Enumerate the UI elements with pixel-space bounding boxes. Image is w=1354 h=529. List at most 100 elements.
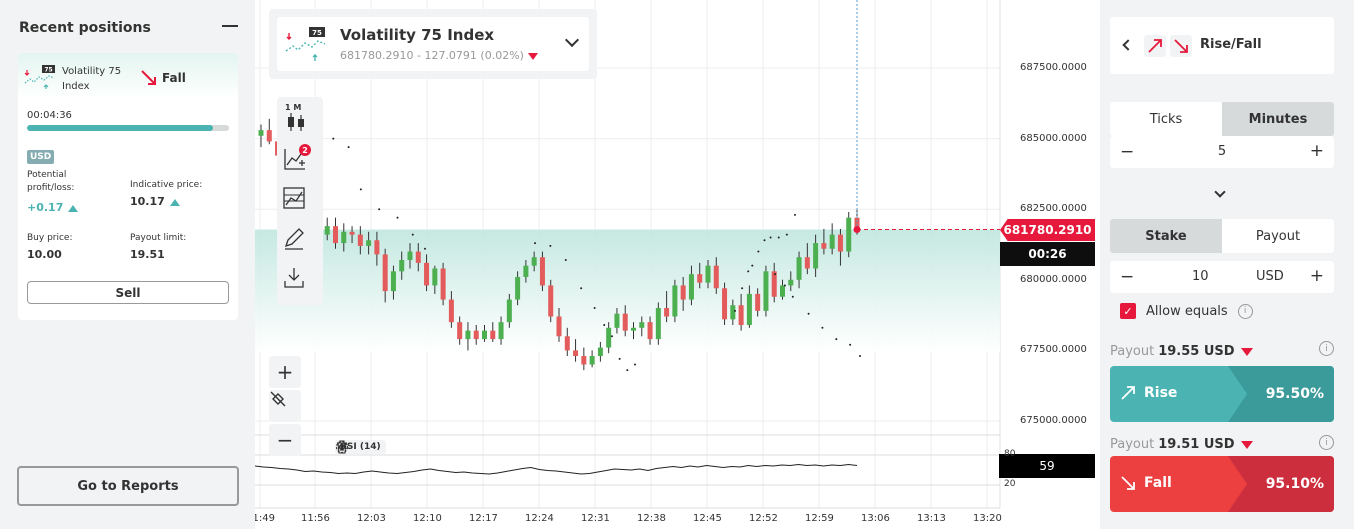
reset-zoom-button[interactable]	[269, 390, 301, 422]
chevron-down-icon[interactable]	[564, 32, 580, 48]
stake-minus-button[interactable]: −	[1120, 267, 1135, 287]
potential-value-text: +0.17	[27, 201, 64, 214]
allow-equals-label: Allow equals	[1146, 303, 1228, 319]
reset-zoom-icon	[270, 391, 286, 407]
rise-button-label: Rise	[1120, 385, 1177, 401]
duration-stepper[interactable]: − 5 +	[1110, 136, 1334, 168]
chevron-down-icon[interactable]	[1214, 186, 1226, 198]
candle	[589, 356, 595, 365]
candle	[473, 330, 479, 340]
rsi-line	[255, 463, 858, 475]
candle	[523, 265, 529, 277]
up-triangle-icon	[68, 204, 79, 212]
psar-dot	[593, 307, 596, 310]
candle	[597, 347, 603, 357]
contract-type-box[interactable]: Rise/Fall	[1102, 8, 1342, 88]
psar-dot	[411, 233, 414, 236]
trash-icon[interactable]	[335, 440, 349, 454]
indicators-icon: 2	[284, 144, 311, 170]
tab-payout[interactable]: Payout	[1255, 228, 1301, 244]
stake-plus-button[interactable]: +	[1309, 266, 1324, 286]
info-icon[interactable]: i	[1319, 435, 1334, 450]
candle	[465, 330, 471, 340]
price-axis-label: 685000.0000	[1020, 132, 1087, 144]
psar-dot	[603, 323, 606, 326]
psar-dot	[807, 312, 810, 315]
zoom-in-button[interactable]: +	[269, 356, 301, 388]
fall-label: Fall	[1144, 475, 1172, 491]
candle	[614, 313, 620, 328]
candle	[432, 268, 438, 286]
symbol-icon: 75	[285, 27, 326, 61]
rsi-level-label: 20	[1004, 479, 1016, 489]
chart-templates-button[interactable]	[281, 185, 319, 223]
symbol-icon: 75	[24, 65, 55, 89]
potential-label: Potential profit/loss:	[27, 170, 75, 193]
stake-box: Stake Payout − 10 USD + ✓ Allow equals i	[1102, 213, 1342, 333]
position-card[interactable]: 75 Volatility 75 Index Fall 00:04:36 USD…	[18, 53, 238, 320]
price-axis-label: 680000.0000	[1020, 273, 1087, 285]
tab-stake[interactable]: Stake	[1110, 219, 1222, 253]
tab-minutes[interactable]: Minutes	[1222, 102, 1334, 136]
fall-button-label: Fall	[1120, 475, 1172, 491]
potential-value: +0.17	[27, 201, 79, 214]
stake-stepper[interactable]: − 10 USD +	[1110, 261, 1334, 293]
down-triangle-icon	[1240, 347, 1253, 356]
interval-label: 1 M	[285, 103, 301, 112]
go-to-reports-button[interactable]: Go to Reports	[17, 466, 239, 506]
duration-box: Ticks Minutes − 5 +	[1102, 92, 1342, 213]
chart-area[interactable]: 75 Volatility 75 Index 681780.2910 - 127…	[255, 0, 1100, 529]
duration-minus-button[interactable]: −	[1120, 142, 1135, 162]
candle	[415, 251, 421, 263]
time-axis-label: 13:06	[861, 513, 890, 524]
contract-type-selector[interactable]: Rise/Fall	[1110, 17, 1334, 74]
rsi-indicator-label: RSI (14)	[335, 440, 386, 454]
psar-dot	[777, 236, 780, 239]
chevron-left-icon[interactable]	[1122, 39, 1134, 51]
candle	[622, 313, 628, 331]
download-button[interactable]	[281, 265, 319, 303]
candle	[680, 285, 686, 300]
candle	[573, 350, 579, 357]
candles-icon: 1 M	[285, 103, 304, 131]
zoom-out-button[interactable]: −	[269, 424, 301, 456]
symbol-selector[interactable]: 75 Volatility 75 Index 681780.2910 - 127…	[269, 9, 597, 79]
fall-payout-label: Payout	[1110, 437, 1155, 452]
psar-dot	[626, 369, 629, 372]
price-chart[interactable]	[255, 0, 1100, 529]
indicators-button[interactable]: 2	[281, 143, 319, 181]
drawing-tools-button[interactable]	[281, 225, 319, 263]
candle	[664, 308, 670, 317]
psar-dot	[791, 295, 794, 298]
buy-price-label: Buy price:	[27, 233, 73, 243]
candle	[448, 299, 454, 323]
candle	[440, 268, 446, 300]
currency-badge: USD	[27, 150, 55, 164]
recent-positions-panel: Recent positions 75 Volatility 75 Index …	[9, 8, 248, 519]
info-icon[interactable]: i	[1319, 341, 1334, 356]
psar-dot	[741, 287, 744, 290]
fall-button[interactable]: Fall 95.10%	[1110, 456, 1334, 512]
countdown-tag: 00:26	[1000, 242, 1095, 266]
info-icon[interactable]: i	[1237, 303, 1253, 319]
tab-ticks[interactable]: Ticks	[1149, 111, 1183, 127]
minimize-icon[interactable]	[222, 25, 238, 27]
candle	[556, 316, 562, 337]
rsi-value-tag: 59	[999, 454, 1095, 478]
chart-interval-button[interactable]: 1 M	[281, 101, 319, 139]
price-axis-label: 675000.0000	[1020, 415, 1087, 426]
candle	[854, 217, 860, 229]
duration-value[interactable]: 5	[1217, 144, 1227, 159]
psar-dot	[332, 137, 335, 140]
psar-dot	[534, 242, 536, 245]
rise-button[interactable]: Rise 95.50%	[1110, 366, 1334, 422]
down-triangle-icon	[1240, 440, 1253, 449]
purchase-box: Payout 19.55 USD i Rise 95.50% Payout 19.5…	[1102, 335, 1342, 524]
stake-value[interactable]: 10	[1192, 269, 1209, 284]
sell-button[interactable]: Sell	[27, 281, 229, 304]
duration-plus-button[interactable]: +	[1309, 141, 1324, 161]
allow-equals-checkbox[interactable]: ✓	[1120, 303, 1136, 319]
psar-dot	[763, 239, 766, 242]
candle	[631, 327, 636, 331]
candle	[390, 271, 396, 292]
